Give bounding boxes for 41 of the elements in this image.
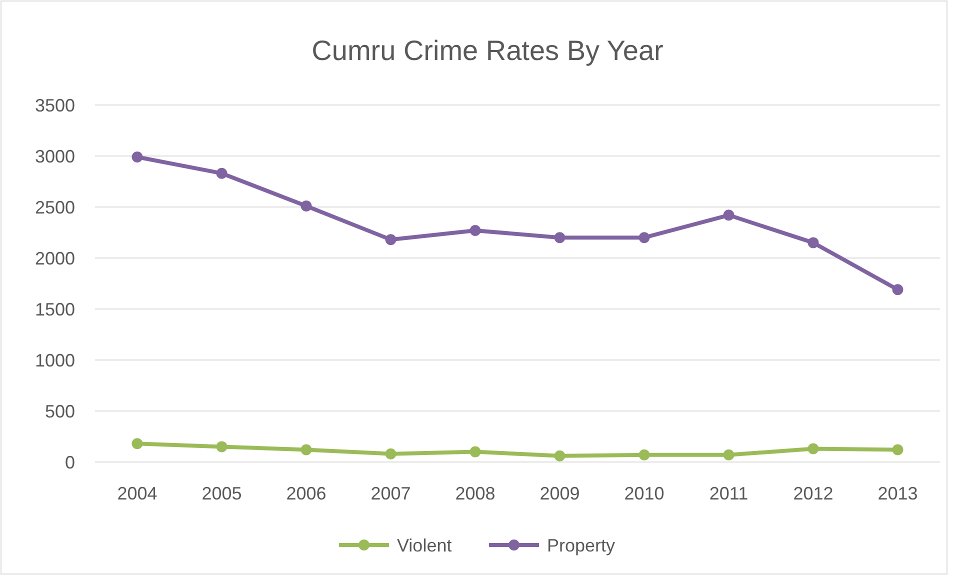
point — [554, 450, 566, 462]
point — [554, 232, 566, 244]
legend-label: Property — [547, 535, 616, 556]
point — [132, 152, 143, 163]
point — [216, 441, 228, 452]
point — [216, 168, 228, 179]
y-tick-label: 3500 — [34, 95, 75, 116]
x-tick-label: 2006 — [286, 483, 326, 504]
point — [385, 234, 396, 246]
x-tick-label: 2007 — [370, 483, 411, 504]
point — [638, 232, 650, 244]
x-tick-label: 2010 — [624, 483, 664, 504]
point — [470, 224, 481, 236]
point — [470, 446, 481, 458]
legend-label: Violent — [397, 535, 452, 556]
x-tick-label: 2011 — [709, 483, 748, 504]
chart-title: Cumru Crime Rates By Year — [312, 35, 664, 66]
y-tick-label: 3000 — [34, 146, 75, 166]
point — [638, 449, 650, 460]
x-tick-label: 2004 — [117, 483, 158, 504]
x-tick-label: 2012 — [793, 483, 834, 504]
x-tick-label: 2013 — [878, 483, 918, 504]
point — [385, 448, 396, 460]
x-tick-label: 2008 — [455, 483, 496, 504]
point — [132, 438, 143, 450]
y-tick-label: 0 — [64, 452, 75, 472]
x-tick-label: 2009 — [540, 483, 580, 504]
x-tick-label: 2005 — [202, 483, 242, 504]
y-tick-label: 2000 — [34, 248, 75, 268]
y-tick-label: 1000 — [34, 350, 75, 370]
point — [723, 210, 734, 221]
point — [808, 237, 819, 248]
point — [892, 444, 904, 456]
point — [892, 284, 904, 296]
y-tick-label: 2500 — [34, 197, 75, 218]
point — [300, 200, 312, 212]
y-tick-label: 1500 — [34, 299, 75, 320]
point — [723, 449, 734, 460]
point — [300, 444, 312, 456]
y-tick-label: 500 — [44, 401, 75, 422]
point — [808, 443, 819, 454]
